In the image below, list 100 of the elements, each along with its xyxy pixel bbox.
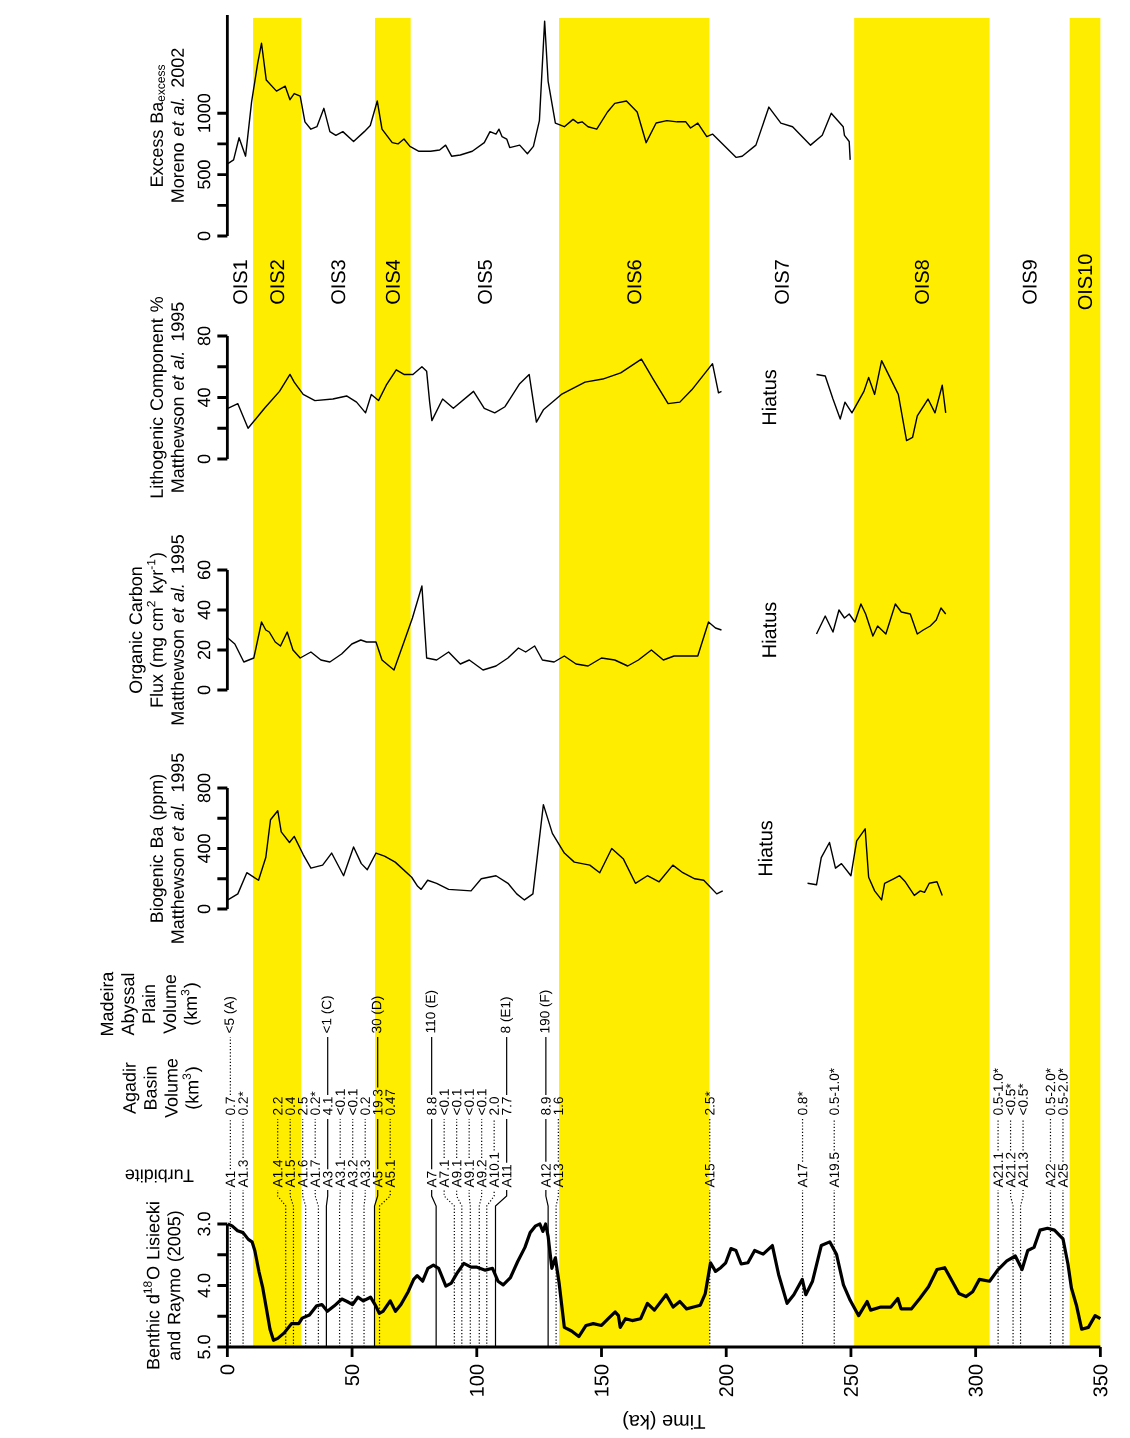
ref-line-label: A3.3 bbox=[360, 1160, 370, 1188]
ref-line-label: A1 bbox=[225, 1171, 235, 1188]
x-axis-title: Time (ka) bbox=[623, 1410, 705, 1430]
text: 1.6 bbox=[553, 1097, 563, 1115]
ref-line-label: A13 bbox=[553, 1163, 563, 1188]
ref-line-label: A1.6 bbox=[297, 1160, 308, 1188]
text: 0.5-2.0* bbox=[1057, 1068, 1068, 1115]
ref-line-label: A5.1 bbox=[385, 1160, 395, 1188]
ref-line-label: A21.2 bbox=[1005, 1152, 1016, 1188]
text: 0.8* bbox=[797, 1091, 808, 1115]
x-tick-label: 350 bbox=[1093, 1364, 1108, 1397]
band-label: OIS8 bbox=[914, 260, 929, 304]
text: 0.7 bbox=[225, 1097, 235, 1115]
y-tick-label: 800 bbox=[197, 773, 211, 803]
text: 8 (E1) bbox=[500, 997, 513, 1033]
text: 0.4 bbox=[285, 1096, 295, 1115]
annotation: Hiatus bbox=[761, 369, 777, 425]
text: 190 (F) bbox=[539, 990, 553, 1033]
text: 7.7 bbox=[501, 1097, 512, 1115]
text: <0.1 bbox=[439, 1089, 449, 1115]
text: <0.1 bbox=[476, 1089, 487, 1115]
text: OIS3 bbox=[331, 260, 346, 304]
text: 2.5 bbox=[297, 1097, 308, 1115]
band-label: OIS4 bbox=[385, 259, 400, 304]
y-tick-label: 4.0 bbox=[197, 1273, 211, 1298]
ref-line-label: A25 bbox=[1057, 1163, 1068, 1188]
text: OIS9 bbox=[1022, 260, 1037, 304]
ref-line-label: A21.1 bbox=[993, 1152, 1003, 1188]
ref-line-label: A15 bbox=[704, 1163, 715, 1188]
y-tick-label: 1000 bbox=[197, 93, 211, 132]
text: 0.2* bbox=[238, 1091, 248, 1115]
x-tick-label: 150 bbox=[594, 1364, 609, 1396]
text: 110 (E) bbox=[425, 990, 438, 1033]
ref-line-label: A3.2 bbox=[347, 1160, 358, 1188]
x-tick-label: 100 bbox=[469, 1364, 484, 1396]
y-tick-label: 60 bbox=[197, 560, 211, 580]
y-tick-label: 40 bbox=[197, 388, 211, 408]
ref-line-label: A7 bbox=[426, 1171, 437, 1188]
text: <1 (C) bbox=[321, 996, 334, 1033]
text: Turbidite bbox=[125, 1169, 194, 1183]
x-tick-label: 50 bbox=[344, 1364, 359, 1386]
ref-line-label: A12 bbox=[540, 1163, 551, 1188]
x-tick-label: 0 bbox=[220, 1364, 235, 1375]
text: 0.5-1.0* bbox=[829, 1068, 839, 1115]
band-label: OIS10 bbox=[1077, 254, 1092, 310]
text: 0.5-1.0* bbox=[993, 1068, 1003, 1115]
ref-line-label: A5 bbox=[372, 1171, 383, 1188]
text: 2.5* bbox=[704, 1091, 715, 1115]
y-tick-label: 20 bbox=[197, 640, 211, 660]
text: 4.1 bbox=[322, 1097, 333, 1116]
band-label: OIS2 bbox=[270, 260, 285, 304]
y-tick-label: 40 bbox=[197, 600, 211, 620]
text: <0.1 bbox=[451, 1089, 462, 1115]
x-tick-label: 300 bbox=[968, 1364, 983, 1397]
ref-line-label: A9.1 bbox=[451, 1160, 462, 1188]
text: <5 (A) bbox=[223, 996, 237, 1033]
y-tick-label: 0 bbox=[197, 231, 211, 241]
ref-line-label: A10.1 bbox=[489, 1152, 499, 1188]
ref-line-label: A1.4 bbox=[272, 1159, 283, 1188]
text: 30 (D) bbox=[371, 996, 384, 1033]
ref-line-label: A19.5 bbox=[829, 1152, 839, 1188]
ref-line-label: A7.1 bbox=[439, 1160, 449, 1188]
text: 8.9 bbox=[540, 1097, 551, 1115]
text: 0.47 bbox=[385, 1089, 395, 1115]
text: <0.1 bbox=[335, 1089, 345, 1115]
annotation: Hiatus bbox=[761, 602, 777, 657]
text: 0.2* bbox=[310, 1091, 320, 1115]
y-tick-label: 3.0 bbox=[197, 1212, 211, 1236]
text: OIS1 bbox=[232, 260, 248, 304]
ref-line-label: A1.5 bbox=[285, 1160, 295, 1188]
text: 2.0 bbox=[489, 1097, 499, 1115]
ref-line-label: A1.7 bbox=[310, 1160, 320, 1188]
ref-line-label: A3 bbox=[322, 1171, 333, 1188]
ref-line-label: A22 bbox=[1045, 1163, 1056, 1188]
text: 0.2 bbox=[360, 1097, 370, 1115]
ref-line-label: A17 bbox=[797, 1163, 808, 1188]
y-tick-label: 0 bbox=[197, 685, 211, 695]
y-tick-label: 80 bbox=[197, 326, 211, 346]
y-tick-label: 5.0 bbox=[197, 1335, 211, 1359]
y-tick-label: 0 bbox=[197, 454, 211, 464]
y-tick-label: 0 bbox=[197, 904, 211, 914]
x-tick-label: 200 bbox=[719, 1364, 734, 1397]
ref-line-label: A11 bbox=[501, 1164, 512, 1188]
ref-line-label: A9.2 bbox=[476, 1160, 487, 1188]
ref-line-label: A21.3 bbox=[1018, 1152, 1028, 1188]
ref-line-label: A1.3 bbox=[238, 1160, 248, 1188]
text: 2.2 bbox=[272, 1097, 283, 1115]
text: OIS7 bbox=[774, 260, 789, 304]
ref-line-label: A3.1 bbox=[335, 1160, 345, 1188]
x-tick-label: 250 bbox=[843, 1364, 858, 1397]
y-tick-label: 400 bbox=[197, 834, 211, 864]
text: <0.1 bbox=[347, 1089, 358, 1115]
text: <0.1 bbox=[464, 1089, 474, 1115]
text: 8.8 bbox=[426, 1097, 437, 1115]
text: <0.5* bbox=[1005, 1083, 1016, 1115]
y-tick-label: 500 bbox=[197, 160, 211, 189]
text: 0.5-2.0* bbox=[1045, 1068, 1056, 1115]
ref-line-label: A9.1 bbox=[464, 1160, 474, 1188]
annotation: Hiatus bbox=[757, 820, 773, 876]
text: 19.3 bbox=[372, 1089, 383, 1115]
